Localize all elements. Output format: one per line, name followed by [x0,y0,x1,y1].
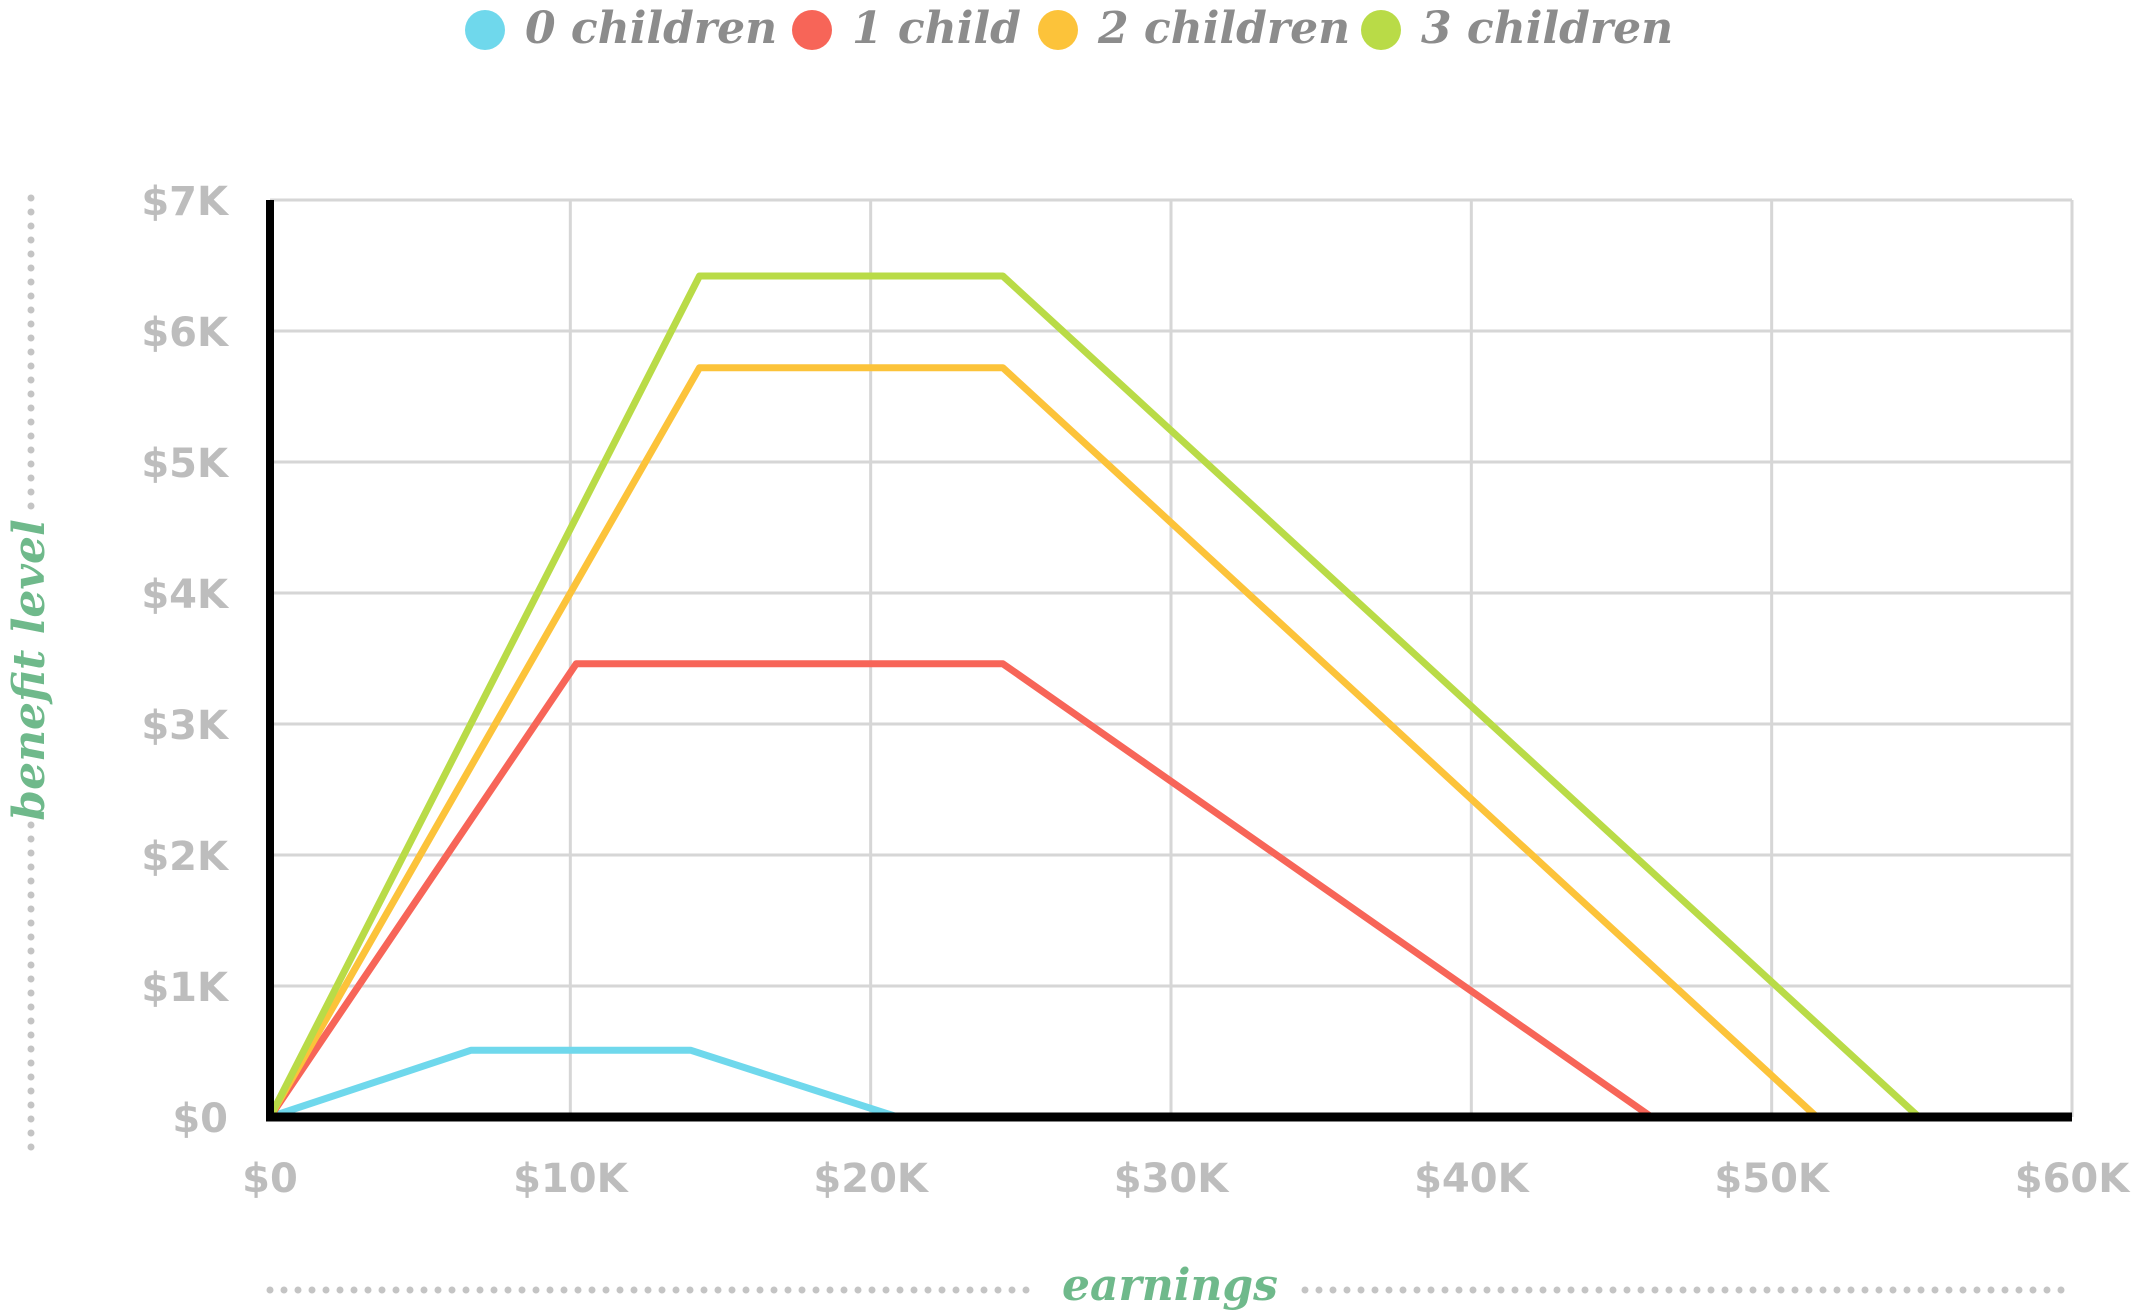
legend-label-1: 1 child [852,3,1021,54]
y-tick-label: $3K [141,703,230,749]
legend-label-2: 2 children [1097,3,1350,54]
legend-swatch-1 [792,10,832,50]
tick-labels: $0 $1K $2K $3K $4K $5K $6K $7K $0 $10K $20K $30K $40… [141,179,2131,1202]
legend-label-0: 0 children [525,3,777,54]
y-tick-label: $2K [141,834,230,880]
x-tick-label: $30K [1114,1156,1230,1202]
y-tick-label: $5K [141,441,230,487]
x-tick-label: $40K [1414,1156,1530,1202]
x-tick-label: $0 [242,1156,298,1202]
x-tick-label: $50K [1714,1156,1830,1202]
y-tick-label: $4K [141,572,230,618]
x-tick-label: $60K [2015,1156,2131,1202]
grid [270,198,2074,1117]
x-tick-label: $20K [813,1156,929,1202]
series-line-2 [266,364,1821,1121]
y-tick-label: $1K [141,965,230,1011]
y-tick-label: $7K [141,179,230,225]
y-axis-title: benefit level [4,519,55,820]
axis-titles: earnings benefit level [4,194,2074,1311]
legend-swatch-3 [1361,10,1401,50]
legend: 0 children 1 child 2 children 3 children [465,3,1673,54]
series-line-1 [266,660,1655,1121]
series-line-0 [266,1046,902,1121]
series-lines [266,272,1923,1121]
axes [266,200,2072,1122]
y-tick-label: $6K [141,310,230,356]
series-line-3 [266,272,1923,1121]
x-axis-title: earnings [1062,1260,1278,1311]
x-tick-label: $10K [513,1156,629,1202]
legend-label-3: 3 children [1421,3,1673,54]
legend-swatch-0 [465,10,505,50]
y-tick-label: $0 [172,1096,228,1142]
legend-swatch-2 [1038,10,1078,50]
